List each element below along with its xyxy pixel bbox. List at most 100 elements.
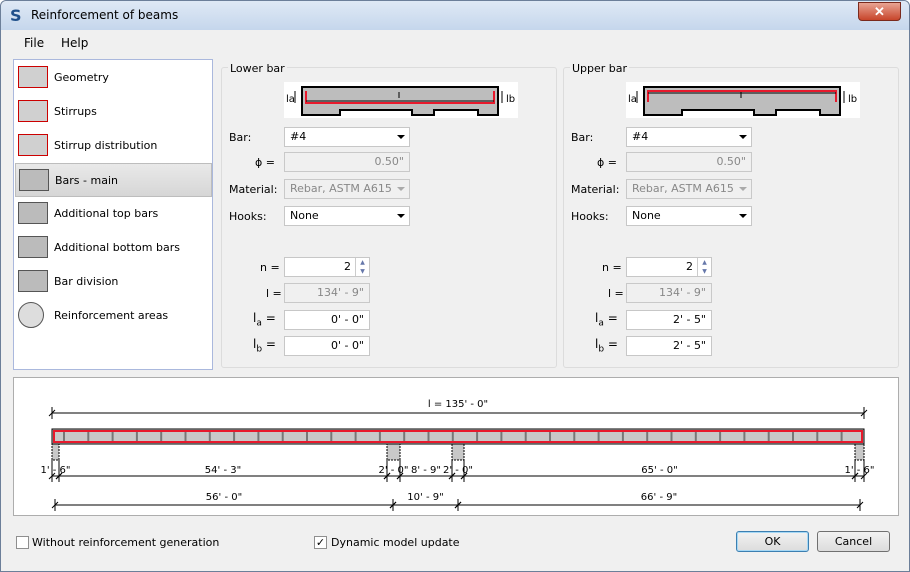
dim-tick: [48, 409, 56, 417]
dim-label: 66' - 9": [641, 492, 677, 503]
chevron-down-icon: [397, 214, 405, 218]
hooks-select[interactable]: None: [626, 206, 752, 226]
total-label: l = 135' - 0": [428, 399, 488, 410]
close-icon: ✕: [874, 4, 885, 19]
dim-tick: [856, 501, 864, 509]
close-button[interactable]: ✕: [858, 2, 901, 21]
support: [51, 443, 60, 461]
lb-label: lb =: [595, 337, 618, 355]
cancel-button[interactable]: Cancel: [817, 531, 890, 552]
hooks-value: None: [632, 209, 661, 222]
lower-bar-group: Lower bar la lb Bar: #4 ϕ = 0.50" Materi…: [221, 62, 557, 368]
dim-tick: [51, 501, 59, 509]
bar-label: Bar:: [571, 131, 594, 144]
without-reinforcement-checkbox[interactable]: [16, 536, 29, 549]
la-label: la =: [253, 311, 276, 329]
n-stepper[interactable]: 2 ▲ ▼: [626, 257, 712, 277]
ok-button[interactable]: OK: [736, 531, 809, 552]
la-field[interactable]: 0' - 0": [284, 310, 370, 330]
phi-label: ϕ =: [255, 156, 275, 169]
sidebar-item-label: Additional bottom bars: [54, 241, 180, 254]
additional-top-bars-icon: [18, 202, 48, 224]
support: [451, 443, 465, 461]
lb-marker: lb: [506, 94, 515, 105]
lb-label: lb =: [253, 337, 276, 355]
bar-value: #4: [632, 130, 649, 143]
support: [386, 443, 401, 461]
bar-select[interactable]: #4: [284, 127, 410, 147]
sidebar-item-stirrup-distribution[interactable]: Stirrup distribution: [15, 129, 212, 163]
upper-bar-group: Upper bar la lb Bar: #4 ϕ = 0.50" Materi…: [563, 62, 899, 368]
dim-tick: [389, 501, 397, 509]
sidebar-item-label: Additional top bars: [54, 207, 159, 220]
hooks-select[interactable]: None: [284, 206, 410, 226]
dim-label: 65' - 0": [641, 465, 677, 476]
menu-help[interactable]: Help: [61, 36, 89, 50]
material-value: Rebar, ASTM A615: [632, 182, 734, 195]
sidebar-item-label: Stirrups: [54, 105, 97, 118]
main-bar: [53, 430, 863, 443]
stirrups-icon: [18, 100, 48, 122]
dim-label: 1' - 6": [844, 465, 874, 476]
sidebar-item-label: Stirrup distribution: [54, 139, 158, 152]
bar-schematic: la lb: [284, 82, 518, 118]
lb-marker: lb: [848, 94, 857, 105]
n-value: 2: [686, 260, 693, 273]
dim-tick: [860, 409, 868, 417]
bar-value: #4: [290, 130, 307, 143]
n-value: 2: [344, 260, 351, 273]
chevron-down-icon: [739, 135, 747, 139]
sidebar-item-label: Geometry: [54, 71, 109, 84]
sidebar-item-geometry[interactable]: Geometry: [15, 61, 212, 95]
n-stepper[interactable]: 2 ▲ ▼: [284, 257, 370, 277]
sidebar-item-stirrups[interactable]: Stirrups: [15, 95, 212, 129]
bars-main-icon: [19, 169, 49, 191]
hooks-label: Hooks:: [229, 210, 267, 223]
material-select: Rebar, ASTM A615: [626, 179, 752, 199]
stirrup-distribution-icon: [18, 134, 48, 156]
bar-division-icon: [18, 270, 48, 292]
chevron-down-icon: [397, 187, 405, 191]
dim-label: 56' - 0": [206, 492, 242, 503]
dim-label: 8' - 9": [411, 465, 441, 476]
n-label: n =: [260, 261, 280, 274]
without-reinforcement-label: Without reinforcement generation: [32, 536, 220, 549]
chevron-down-icon: [739, 214, 747, 218]
hooks-value: None: [290, 209, 319, 222]
lb-field[interactable]: 0' - 0": [284, 336, 370, 356]
sidebar-item-reinforcement-areas[interactable]: Reinforcement areas: [15, 299, 212, 333]
la-label: la =: [595, 311, 618, 329]
bar-select[interactable]: #4: [626, 127, 752, 147]
sidebar-item-bars-main[interactable]: Bars - main: [15, 163, 212, 197]
spin-down-icon[interactable]: ▼: [360, 268, 365, 275]
spin-down-icon[interactable]: ▼: [702, 268, 707, 275]
sidebar-item-label: Bars - main: [55, 174, 118, 187]
l-field: 134' - 9": [284, 283, 370, 303]
sidebar-item-label: Reinforcement areas: [54, 309, 169, 322]
app-icon: S: [10, 6, 22, 25]
sidebar-item-bar-division[interactable]: Bar division: [15, 265, 212, 299]
l-label: l =: [266, 287, 282, 300]
title-bar: S Reinforcement of beams ✕: [1, 1, 909, 30]
menu-file[interactable]: File: [24, 36, 45, 50]
chevron-down-icon: [739, 187, 747, 191]
lb-field[interactable]: 2' - 5": [626, 336, 712, 356]
la-marker: la: [286, 94, 295, 105]
sidebar-item-additional-top-bars[interactable]: Additional top bars: [15, 197, 212, 231]
dynamic-update-checkbox[interactable]: ✓: [314, 536, 327, 549]
dim-tick: [454, 501, 462, 509]
sidebar-item-additional-bottom-bars[interactable]: Additional bottom bars: [15, 231, 212, 265]
bar-label: Bar:: [229, 131, 252, 144]
geometry-icon: [18, 66, 48, 88]
phi-field: 0.50": [284, 152, 410, 172]
la-marker: la: [628, 94, 637, 105]
spin-up-icon[interactable]: ▲: [360, 259, 365, 266]
bar-schematic: la lb: [626, 82, 860, 118]
material-label: Material:: [229, 183, 278, 196]
spin-up-icon[interactable]: ▲: [702, 259, 707, 266]
l-field: 134' - 9": [626, 283, 712, 303]
sidebar: Geometry Stirrups Stirrup distribution Bars…: [13, 59, 213, 370]
material-label: Material:: [571, 183, 620, 196]
dim-label: 1' - 6": [40, 465, 70, 476]
la-field[interactable]: 2' - 5": [626, 310, 712, 330]
